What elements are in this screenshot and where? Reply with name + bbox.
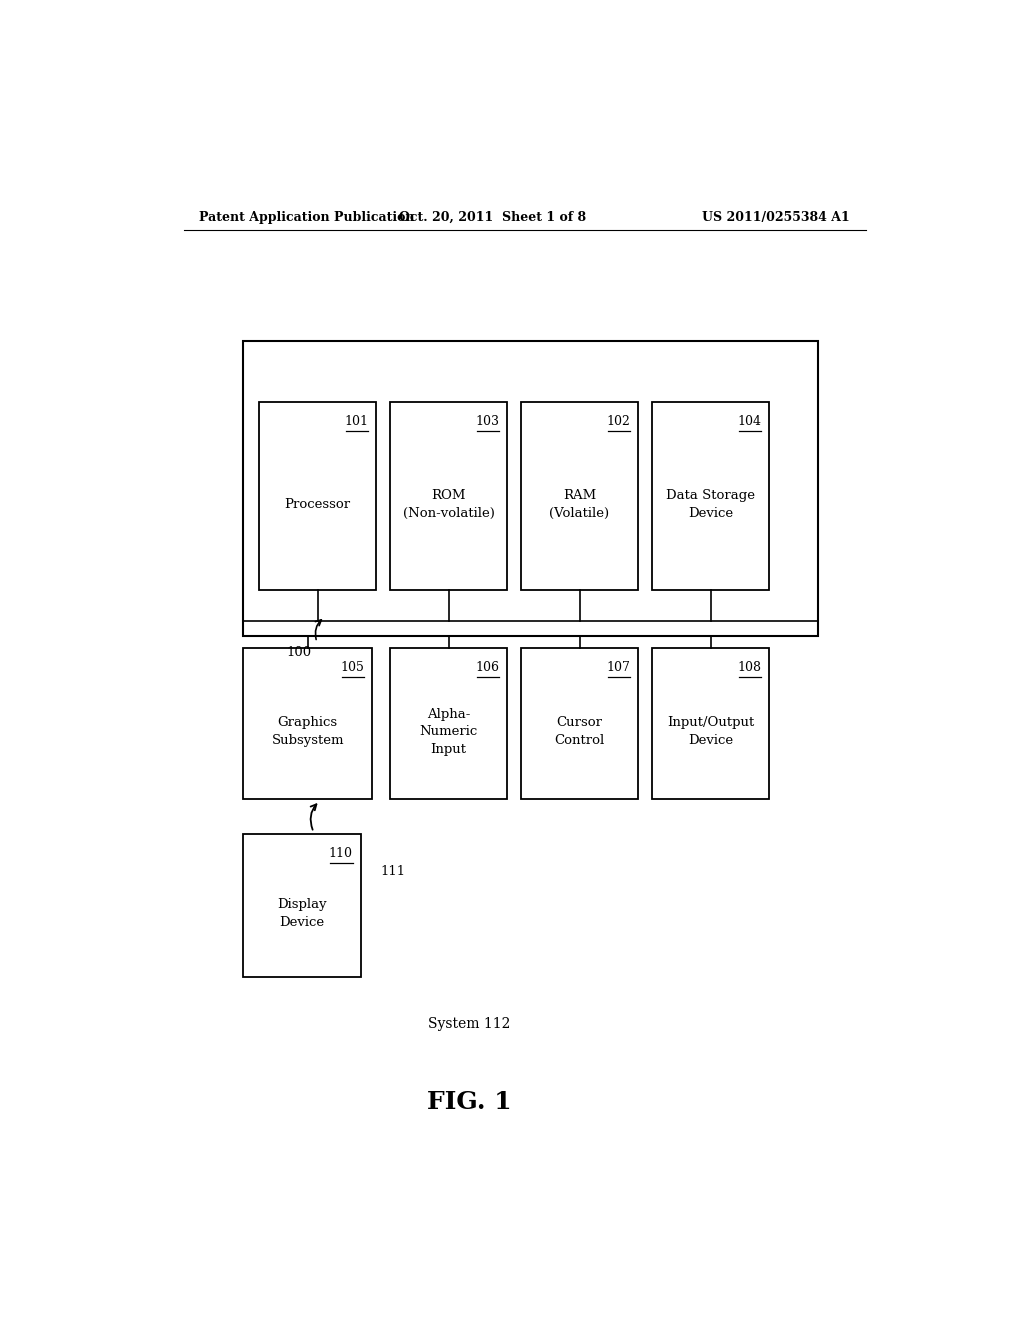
Text: 100: 100	[287, 645, 312, 659]
Bar	[652, 648, 769, 799]
Bar	[390, 403, 507, 590]
Bar	[390, 648, 507, 799]
Text: 101: 101	[344, 414, 369, 428]
Bar	[652, 403, 769, 590]
Text: 102: 102	[606, 414, 631, 428]
Text: Oct. 20, 2011  Sheet 1 of 8: Oct. 20, 2011 Sheet 1 of 8	[399, 211, 587, 224]
Bar	[521, 403, 638, 590]
Text: ROM
(Non-volatile): ROM (Non-volatile)	[402, 490, 495, 520]
Bar	[243, 342, 818, 636]
Text: System 112: System 112	[428, 1018, 510, 1031]
Bar	[243, 648, 373, 799]
Text: US 2011/0255384 A1: US 2011/0255384 A1	[702, 211, 850, 224]
Text: 108: 108	[737, 660, 761, 673]
Text: Data Storage
Device: Data Storage Device	[666, 490, 755, 520]
Text: Graphics
Subsystem: Graphics Subsystem	[271, 717, 344, 747]
Text: Patent Application Publication: Patent Application Publication	[200, 211, 415, 224]
Text: Cursor
Control: Cursor Control	[554, 717, 605, 747]
Bar	[521, 648, 638, 799]
Text: 107: 107	[606, 660, 631, 673]
Text: Display
Device: Display Device	[276, 899, 327, 929]
Text: 106: 106	[475, 660, 500, 673]
Text: Input/Output
Device: Input/Output Device	[667, 717, 754, 747]
Text: Processor: Processor	[285, 498, 351, 511]
Text: 103: 103	[475, 414, 500, 428]
Text: 104: 104	[737, 414, 761, 428]
Bar	[243, 834, 360, 977]
Bar	[259, 403, 377, 590]
Text: RAM
(Volatile): RAM (Volatile)	[550, 490, 609, 520]
Text: FIG. 1: FIG. 1	[427, 1089, 512, 1114]
Text: Alpha-
Numeric
Input: Alpha- Numeric Input	[420, 708, 478, 755]
Text: 110: 110	[329, 846, 352, 859]
Text: 111: 111	[380, 866, 406, 878]
Text: 105: 105	[341, 660, 365, 673]
